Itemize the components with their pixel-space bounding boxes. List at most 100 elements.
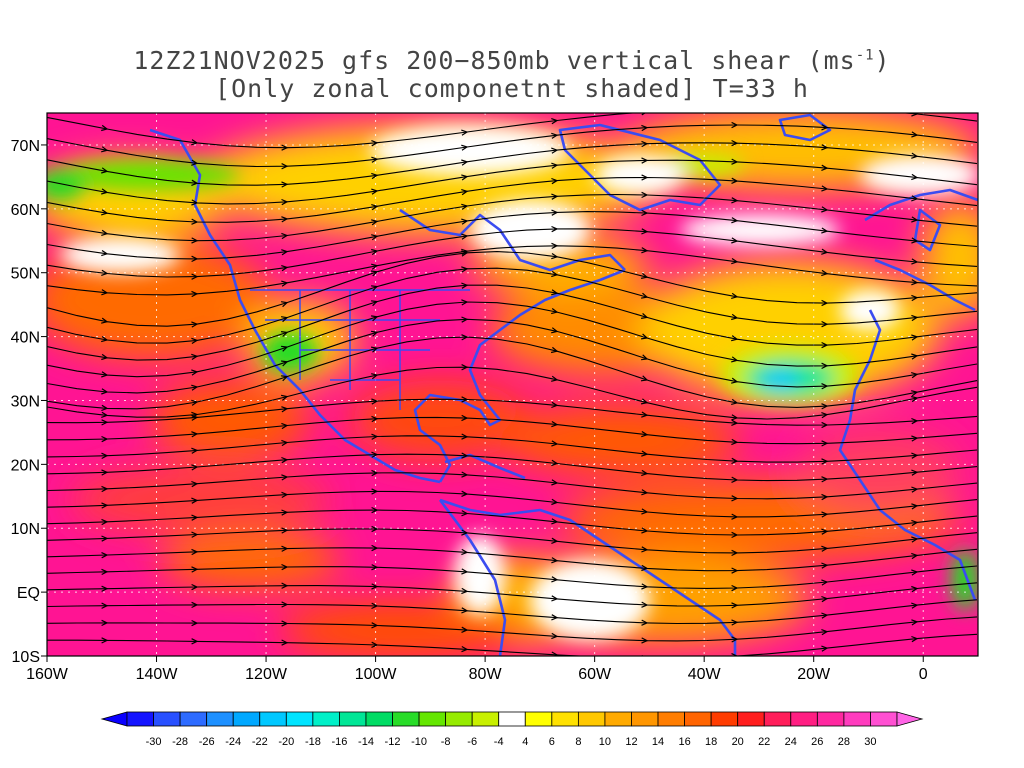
streamline-arrow xyxy=(371,234,379,241)
colorbar-swatch xyxy=(577,711,606,727)
streamline-arrow xyxy=(281,527,289,534)
streamline-arrow xyxy=(641,354,649,361)
streamline-arrow xyxy=(640,272,649,279)
streamline-arrow xyxy=(911,602,919,609)
streamline-arrow xyxy=(731,237,739,244)
colorbar: -30 -28 -26 -24 -22 -20 -18 -16 -14 -12 -10 -8 -6 -4 4… xyxy=(100,711,924,748)
streamline xyxy=(47,251,978,327)
streamline-arrow xyxy=(461,218,469,225)
streamline-arrow xyxy=(371,219,379,226)
streamline-arrow xyxy=(461,490,469,497)
colorbar-swatch xyxy=(392,711,420,727)
streamline-arrow xyxy=(281,582,289,589)
streamline-arrow xyxy=(281,265,289,272)
shading-detail xyxy=(262,332,318,372)
streamline-arrow xyxy=(731,567,739,574)
colorbar-swatch xyxy=(471,711,500,727)
streamline-arrow xyxy=(461,189,469,196)
streamline xyxy=(47,318,978,394)
colorbar-label: -30 xyxy=(146,736,162,748)
streamline-arrow xyxy=(641,247,649,254)
streamline-arrow xyxy=(461,607,469,614)
streamline-arrow xyxy=(821,645,829,652)
streamline-arrow xyxy=(731,121,739,129)
colorbar-swatch xyxy=(365,711,393,727)
streamline-arrow xyxy=(461,548,469,556)
streamline-arrow xyxy=(821,511,829,518)
colorbar-label: 18 xyxy=(705,736,717,748)
streamline-arrow xyxy=(461,233,469,240)
streamline xyxy=(47,228,978,278)
coastline xyxy=(913,208,942,252)
streamline-arrow xyxy=(911,452,919,459)
streamline-arrow xyxy=(461,452,469,459)
streamline-arrow xyxy=(911,503,919,510)
colorbar-label: -12 xyxy=(385,736,401,748)
streamline xyxy=(47,301,978,378)
streamline-arrow xyxy=(281,345,289,352)
streamline-arrow xyxy=(551,270,559,278)
streamline-arrow xyxy=(371,156,379,163)
chart-title: 12Z21NOV2025 gfs 200−850mb vertical shea… xyxy=(0,46,1024,75)
streamline-arrow xyxy=(551,252,559,260)
streamline-arrow xyxy=(101,411,109,418)
streamline-arrow xyxy=(821,383,829,390)
streamline-arrow xyxy=(821,320,829,328)
streamline-arrow xyxy=(461,250,469,257)
streamline xyxy=(47,336,978,410)
coastline xyxy=(444,453,526,480)
streamline-arrow xyxy=(281,491,289,499)
streamline-arrow xyxy=(911,294,919,302)
streamline-arrow xyxy=(191,514,199,521)
shading-detail xyxy=(680,214,840,246)
streamline-arrow xyxy=(551,651,559,656)
streamline-arrow xyxy=(191,321,199,328)
streamline-arrow xyxy=(101,209,109,216)
streamline-arrow xyxy=(461,266,469,273)
streamline-arrow xyxy=(551,401,559,409)
chart-subtitle: [Only zonal componetnt shaded] T=33 h xyxy=(215,74,809,103)
streamline-arrow xyxy=(911,372,919,379)
streamline-arrow xyxy=(461,282,469,289)
colorbar-swatch xyxy=(524,711,553,727)
streamline-arrow xyxy=(191,638,199,645)
lat-label: 70N xyxy=(11,138,40,155)
lon-label: 100W xyxy=(355,666,398,683)
shading-detail xyxy=(455,535,505,615)
streamline-arrow xyxy=(551,132,559,139)
streamline-arrow xyxy=(821,124,829,131)
streamline-arrow xyxy=(551,614,559,621)
streamline-arrow xyxy=(641,209,649,217)
colorbar-label: 4 xyxy=(522,736,528,748)
streamline-arrow xyxy=(371,469,379,477)
coastline xyxy=(874,258,976,312)
streamline-arrow xyxy=(101,602,109,609)
lat-label: 10N xyxy=(11,521,40,538)
streamline xyxy=(47,509,978,536)
streamline-arrow xyxy=(641,140,649,148)
streamline-arrow xyxy=(281,639,289,646)
colorbar-swatch xyxy=(790,711,818,727)
streamline-arrow xyxy=(551,632,559,640)
streamline-arrow xyxy=(551,576,559,583)
streamline-arrow xyxy=(281,181,289,188)
streamline-arrow xyxy=(821,476,829,483)
streamline-arrow xyxy=(911,195,919,202)
streamline-arrow xyxy=(911,216,919,223)
streamline-arrow xyxy=(461,316,469,323)
streamline-arrow xyxy=(641,546,649,553)
colorbar-low-arrow xyxy=(100,711,128,727)
streamline-arrow xyxy=(281,456,289,464)
streamline-arrow xyxy=(101,146,109,153)
colorbar-label: 6 xyxy=(549,736,555,748)
streamline-arrow xyxy=(911,314,919,322)
streamline-arrow xyxy=(911,353,919,360)
streamline-arrow xyxy=(911,635,919,643)
streamline-arrow xyxy=(821,545,829,552)
colorbar-label: -6 xyxy=(467,736,477,748)
streamline-arrow xyxy=(551,327,559,334)
streamline-arrow xyxy=(911,486,919,493)
streamline-arrow xyxy=(101,469,109,476)
coastline xyxy=(438,499,507,656)
streamline-arrow xyxy=(191,431,199,438)
